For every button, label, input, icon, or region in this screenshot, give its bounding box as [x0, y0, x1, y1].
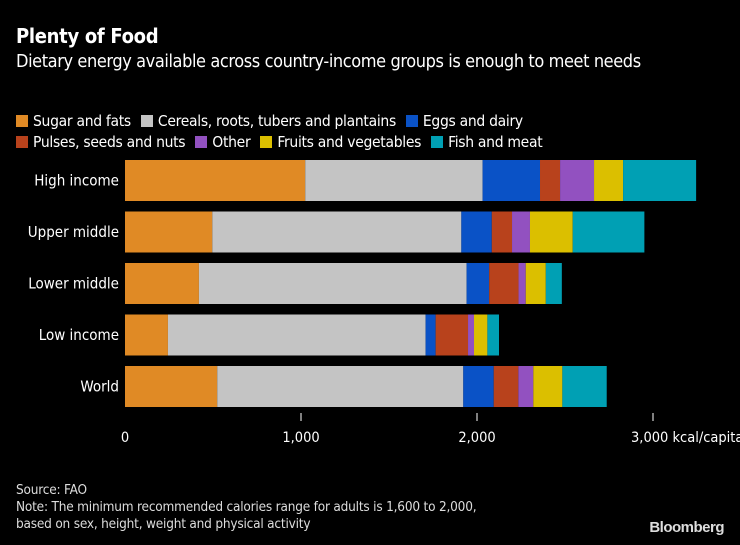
legend-label: Eggs and dairy: [422, 111, 523, 130]
legend-label: Fish and meat: [448, 132, 543, 151]
bar-segment-cereals-roots-tubers-and-plantains: [217, 366, 464, 407]
legend: Sugar and fats Cereals, roots, tubers an…: [16, 110, 716, 152]
legend-label: Cereals, roots, tubers and plantains: [157, 111, 396, 130]
bloomberg-logo: Bloomberg: [649, 519, 724, 536]
bar-segment-sugar-and-fats: [125, 211, 213, 253]
bar-segment-pulses-seeds-and-nuts: [489, 263, 519, 304]
bar-segment-other: [468, 314, 475, 356]
bar-segment-fish-and-meat: [545, 263, 562, 304]
legend-label: Sugar and fats: [33, 111, 131, 130]
bar-segment-pulses-seeds-and-nuts: [435, 314, 469, 356]
bar-segment-fish-and-meat: [562, 366, 607, 407]
bar-segment-pulses-seeds-and-nuts: [491, 211, 513, 253]
legend-label: Other: [212, 132, 251, 151]
source-text: Source: FAO: [16, 482, 87, 498]
bar-segment-cereals-roots-tubers-and-plantains: [212, 211, 462, 253]
footer: Source: FAO Note: The minimum recommende…: [16, 482, 477, 533]
bar-segment-eggs-and-dairy: [463, 366, 494, 407]
category-label: Upper middle: [28, 223, 119, 241]
legend-label: Pulses, seeds and nuts: [33, 132, 186, 151]
legend-row-2: Pulses, seeds and nuts Other Fruits and …: [16, 131, 716, 152]
legend-swatch: [140, 114, 153, 127]
bar-segment-other: [512, 211, 530, 253]
bar-segment-eggs-and-dairy: [425, 314, 436, 356]
bar-segment-pulses-seeds-and-nuts: [493, 366, 519, 407]
legend-item-cereals: Cereals, roots, tubers and plantains: [140, 111, 396, 130]
legend-item-eggs-and-dairy: Eggs and dairy: [405, 111, 523, 130]
legend-item-sugar-and-fats: Sugar and fats: [16, 112, 131, 130]
legend-label: Fruits and vegetables: [277, 132, 422, 151]
bar-segment-fruits-and-vegetables: [594, 160, 624, 201]
bar-segment-cereals-roots-tubers-and-plantains: [198, 263, 467, 304]
legend-swatch: [260, 135, 273, 148]
bar-segment-fruits-and-vegetables: [474, 314, 488, 356]
chart-title: Plenty of Food: [16, 24, 159, 48]
note-text-line-2: based on sex, height, weight and physica…: [16, 516, 311, 532]
x-tick-label: 0: [121, 430, 129, 446]
bar-segment-sugar-and-fats: [125, 160, 306, 201]
bar-segment-cereals-roots-tubers-and-plantains: [167, 314, 426, 356]
legend-swatch: [195, 135, 208, 148]
bar-segment-other: [560, 160, 595, 201]
category-label: Lower middle: [28, 275, 119, 293]
legend-item-other: Other: [195, 132, 251, 151]
bar-segment-cereals-roots-tubers-and-plantains: [305, 160, 483, 201]
legend-swatch: [431, 135, 444, 148]
legend-row-1: Sugar and fats Cereals, roots, tubers an…: [16, 110, 716, 131]
bar-segment-eggs-and-dairy: [482, 160, 541, 201]
stacked-bar-chart: High income Upper middle Lower middle Low i…: [28, 160, 740, 446]
legend-swatch: [16, 135, 28, 148]
bar-segment-sugar-and-fats: [125, 314, 168, 356]
bar-segment-other: [518, 366, 534, 407]
category-label: Low income: [39, 326, 119, 344]
bar-segment-sugar-and-fats: [125, 366, 218, 407]
category-label: World: [80, 378, 119, 396]
note-text-line-1: Note: The minimum recommended calories r…: [16, 499, 477, 515]
chart-subtitle: Dietary energy available across country-…: [16, 51, 641, 72]
x-tick-label: 3,000 kcal/capita/day: [631, 430, 740, 446]
legend-swatch: [16, 114, 28, 127]
category-label: High income: [34, 172, 119, 190]
x-tick-label: 1,000: [282, 430, 319, 446]
bar-segment-sugar-and-fats: [125, 263, 199, 304]
bar-segment-fruits-and-vegetables: [525, 263, 546, 304]
x-tick-label: 2,000: [458, 430, 495, 446]
bar-segment-fish-and-meat: [623, 160, 697, 201]
bar-segment-fish-and-meat: [572, 211, 645, 253]
bar-segment-fruits-and-vegetables: [529, 211, 573, 253]
bar-segment-fruits-and-vegetables: [533, 366, 563, 407]
bar-segment-pulses-seeds-and-nuts: [540, 160, 561, 201]
legend-item-fish-and-meat: Fish and meat: [431, 132, 543, 151]
bar-segment-other: [518, 263, 526, 304]
bar-segment-eggs-and-dairy: [461, 211, 492, 253]
bar-segment-fish-and-meat: [487, 314, 499, 356]
legend-swatch: [405, 114, 418, 127]
legend-item-fruits-and-vegetables: Fruits and vegetables: [260, 133, 421, 151]
legend-item-pulses: Pulses, seeds and nuts: [16, 132, 186, 151]
bar-segment-eggs-and-dairy: [466, 263, 490, 304]
